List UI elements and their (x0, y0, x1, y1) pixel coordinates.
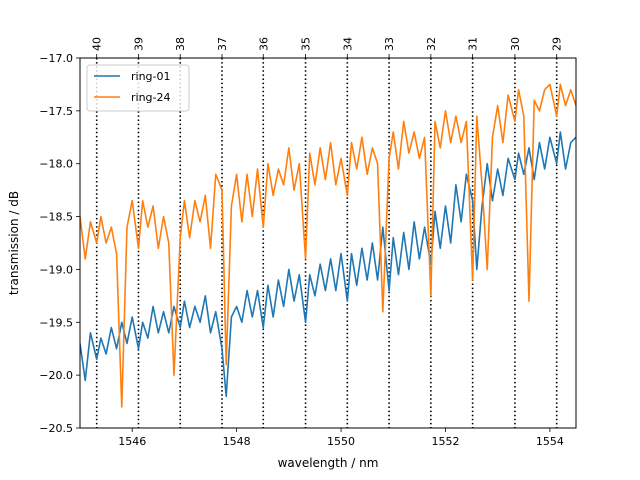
y-tick-label: −17.5 (39, 105, 73, 118)
channel-label: 32 (425, 37, 438, 51)
legend-label-ring-24: ring-24 (131, 91, 171, 104)
x-tick-label: 1548 (223, 435, 251, 448)
x-axis-label: wavelength / nm (278, 456, 379, 470)
x-tick-label: 1552 (431, 435, 459, 448)
channel-label: 29 (551, 37, 564, 51)
y-tick-label: −18.0 (39, 158, 73, 171)
y-tick-label: −20.0 (39, 369, 73, 382)
x-axis: 1546 1548 1550 1552 1554 (118, 428, 564, 448)
channel-label: 37 (216, 37, 229, 51)
y-axis-label: transmission / dB (7, 191, 21, 295)
channel-label: 31 (467, 37, 480, 51)
y-tick-label: −18.5 (39, 211, 73, 224)
channel-label: 30 (509, 37, 522, 51)
y-tick-label: −20.5 (39, 422, 73, 435)
channel-label: 40 (91, 37, 104, 51)
channel-label: 33 (383, 37, 396, 51)
channel-label: 38 (174, 37, 187, 51)
series-line-ring-24 (80, 83, 576, 408)
series-layer (80, 83, 576, 408)
y-tick-label: −19.0 (39, 263, 73, 276)
x-tick-label: 1550 (327, 435, 355, 448)
channel-label: 36 (257, 37, 270, 51)
legend-label-ring-01: ring-01 (131, 70, 171, 83)
y-tick-label: −19.5 (39, 316, 73, 329)
channel-label: 34 (341, 37, 354, 51)
plot-frame (79, 57, 577, 429)
x-tick-label: 1554 (536, 435, 564, 448)
top-axis: 40 39 38 37 36 35 34 33 32 31 30 29 (91, 37, 564, 58)
channel-label: 35 (300, 37, 313, 51)
y-axis: −20.5 −20.0 −19.5 −19.0 −18.5 −18.0 −17.5 −17.0 (39, 52, 80, 435)
channel-label: 39 (132, 37, 145, 51)
x-tick-label: 1546 (118, 435, 146, 448)
series-line-ring-01 (80, 131, 576, 398)
y-tick-label: −17.0 (39, 52, 73, 65)
legend: ring-01 ring-24 (86, 64, 190, 112)
